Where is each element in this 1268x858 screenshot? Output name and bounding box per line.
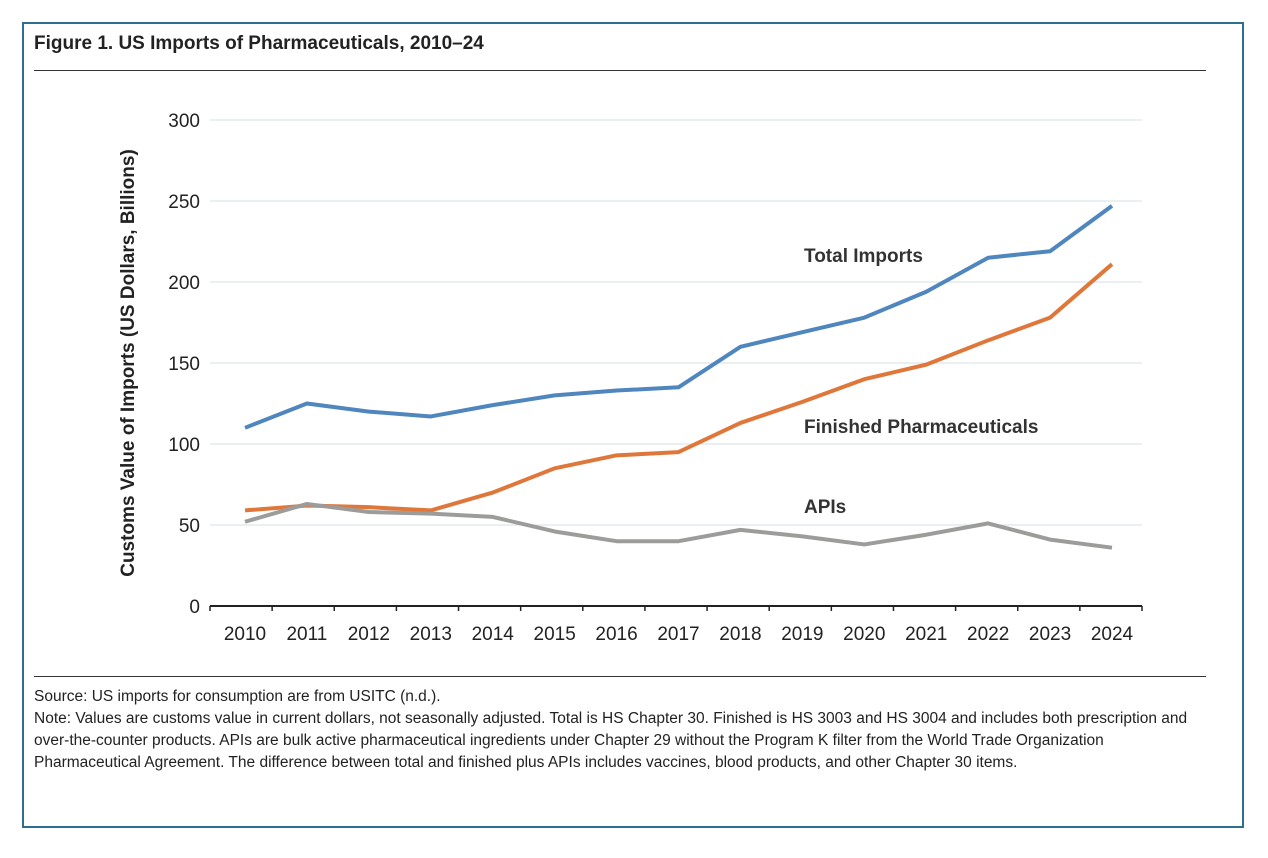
series-line-total-imports bbox=[244, 204, 1114, 430]
x-tick-label: 2015 bbox=[534, 624, 576, 645]
x-tick-label: 2014 bbox=[472, 624, 515, 645]
x-tick-label: 2012 bbox=[348, 624, 390, 645]
y-axis-label: Customs Value of Imports (US Dollars, Bi… bbox=[118, 149, 139, 577]
x-tick-label: 2013 bbox=[410, 624, 452, 645]
x-tick-label: 2016 bbox=[595, 624, 637, 645]
y-tick-label: 200 bbox=[168, 273, 200, 294]
series-label: Total Imports bbox=[804, 246, 923, 267]
x-tick-label: 2010 bbox=[224, 624, 266, 645]
x-tick-label: 2020 bbox=[843, 624, 885, 645]
y-tick-label: 250 bbox=[168, 192, 200, 213]
line-chart: 0 50 100 150 200 250 300 2010 2011 2012 2013 2014 20… bbox=[118, 111, 1143, 645]
x-tick-label: 2023 bbox=[1029, 624, 1071, 645]
y-tick-label: 150 bbox=[168, 354, 200, 375]
series-label: APIs bbox=[804, 497, 846, 518]
x-tick-label: 2022 bbox=[967, 624, 1009, 645]
figure-frame bbox=[22, 22, 1244, 828]
y-tick-label: 0 bbox=[189, 597, 200, 618]
x-tick-label: 2011 bbox=[286, 624, 327, 645]
source-text: Source: US imports for consumption are f… bbox=[34, 688, 441, 705]
notes: Source: US imports for consumption are f… bbox=[34, 686, 1214, 774]
y-tick-label: 50 bbox=[179, 516, 200, 537]
y-tick-label: 100 bbox=[168, 435, 200, 456]
x-tick-label: 2018 bbox=[719, 624, 761, 645]
title-divider bbox=[34, 70, 1206, 71]
chart-title: Figure 1. US Imports of Pharmaceuticals,… bbox=[34, 33, 484, 54]
y-tick-label: 300 bbox=[168, 111, 200, 132]
note-text: Note: Values are customs value in curren… bbox=[34, 710, 1188, 771]
series-label: Finished Pharmaceuticals bbox=[804, 417, 1038, 438]
x-tick-label: 2019 bbox=[781, 624, 823, 645]
x-tick-label: 2021 bbox=[905, 624, 947, 645]
notes-divider bbox=[34, 676, 1206, 677]
x-tick-label: 2024 bbox=[1091, 624, 1134, 645]
x-tick-label: 2017 bbox=[657, 624, 699, 645]
